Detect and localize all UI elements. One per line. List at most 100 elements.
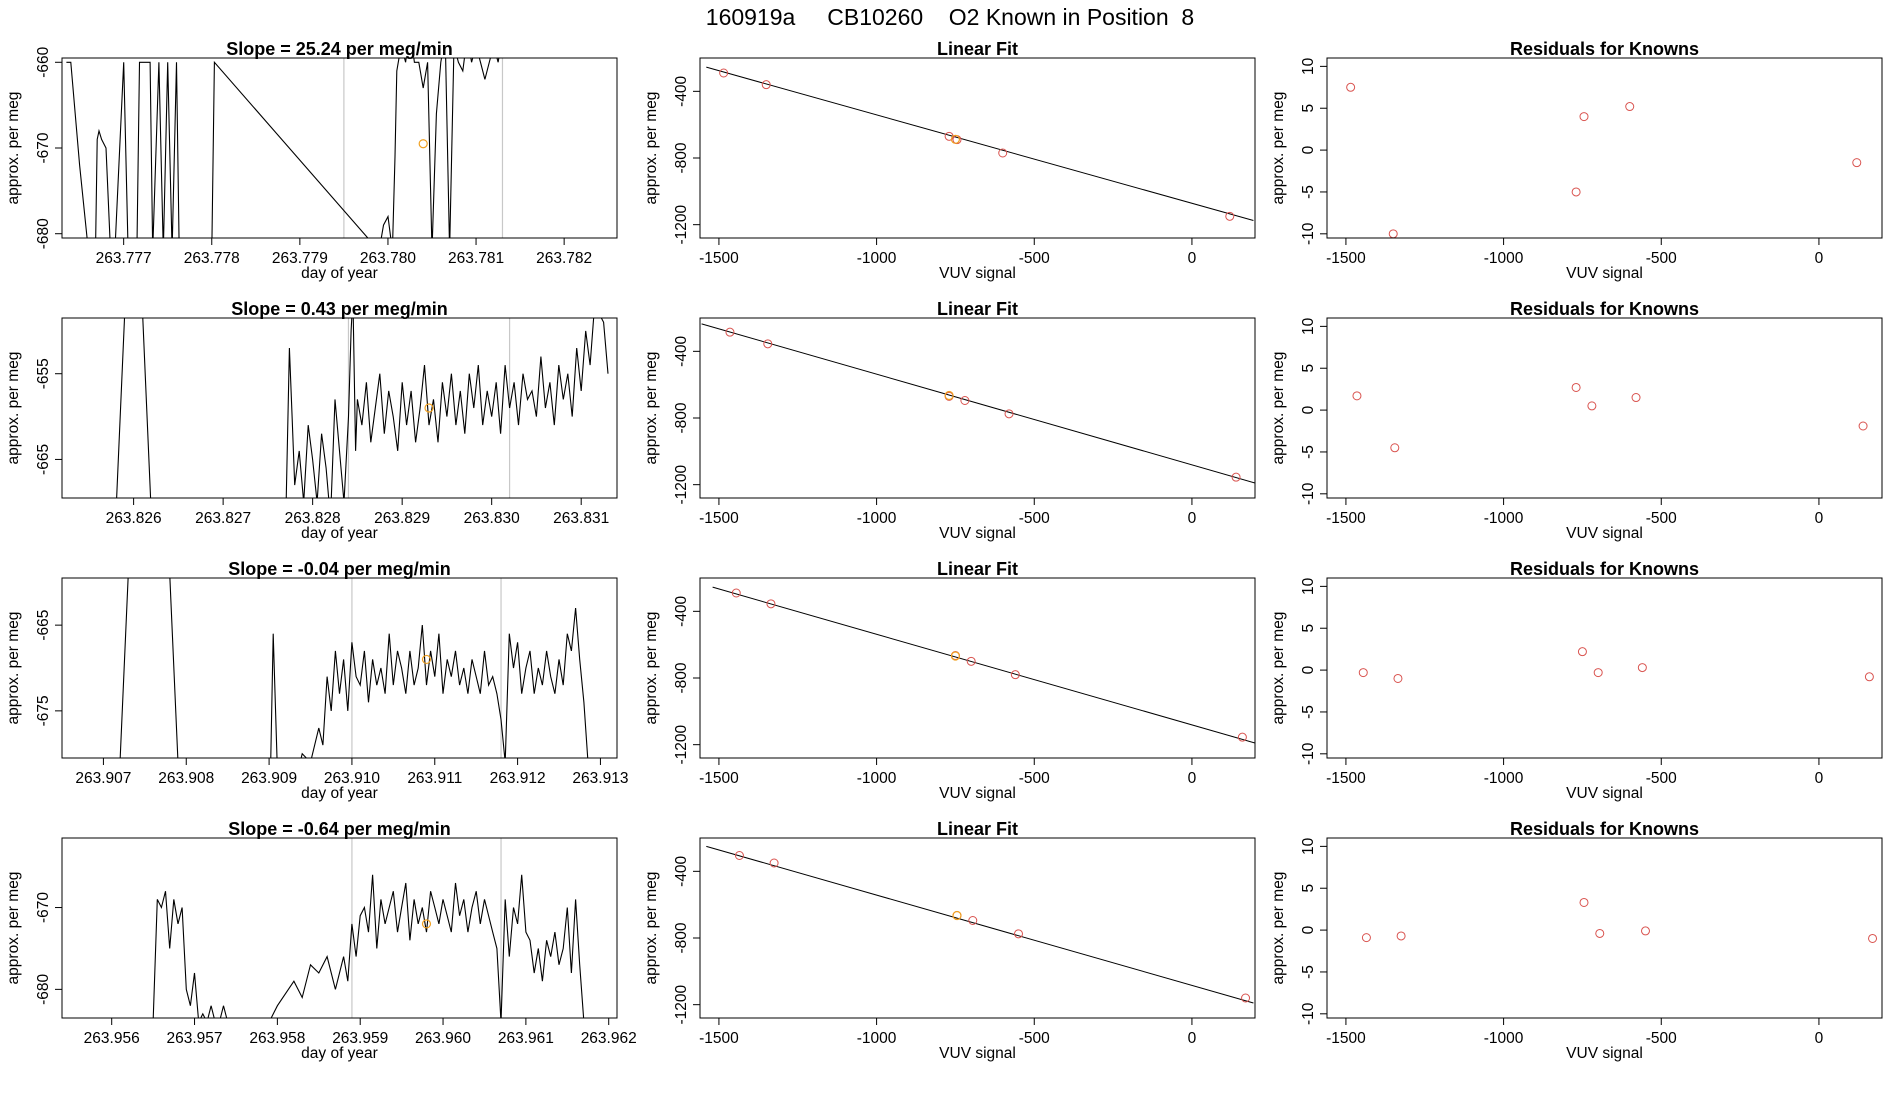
y-axis-label: approx. per meg bbox=[1270, 92, 1287, 205]
plot-area bbox=[1352, 382, 1868, 453]
fit-line bbox=[706, 66, 1254, 221]
series-line bbox=[66, 58, 500, 238]
y-tick-label: -10 bbox=[1300, 222, 1317, 245]
x-tick-label: -1000 bbox=[1484, 1030, 1524, 1047]
y-tick-label: 0 bbox=[1300, 405, 1317, 414]
highlight-point bbox=[944, 390, 954, 401]
data-point bbox=[1864, 672, 1874, 682]
x-tick-label: 263.828 bbox=[285, 510, 341, 527]
y-tick-label: 0 bbox=[1300, 925, 1317, 934]
x-tick-label: 263.780 bbox=[360, 250, 416, 267]
y-tick-label: -680 bbox=[35, 973, 52, 1004]
highlight-point bbox=[421, 919, 432, 929]
data-point bbox=[1587, 401, 1597, 411]
plot-area bbox=[116, 318, 609, 498]
series-line bbox=[116, 318, 609, 498]
data-point bbox=[761, 80, 771, 90]
highlight-point bbox=[952, 910, 962, 921]
x-tick-label: -500 bbox=[1646, 770, 1677, 787]
plot-frame bbox=[699, 317, 1256, 499]
data-point bbox=[1010, 670, 1020, 680]
linear_fit-panel-row2: Linear Fit -1500 -1000 -500 0 VUV signal -1200… bbox=[643, 299, 1256, 542]
y-axis-label: approx. per meg bbox=[1270, 872, 1287, 985]
plot-frame bbox=[61, 577, 618, 759]
plot-area bbox=[152, 838, 585, 1018]
x-tick-label: 0 bbox=[1188, 770, 1197, 787]
data-point bbox=[1361, 933, 1371, 943]
y-tick-label: 5 bbox=[1300, 624, 1317, 633]
highlight-point bbox=[418, 139, 428, 149]
residuals-panel-row1: Residuals for Knowns -1500 -1000 -500 0 VUV s… bbox=[1270, 39, 1883, 282]
y-tick-label: -660 bbox=[35, 46, 52, 77]
plot-frame bbox=[61, 837, 618, 1019]
y-tick-label: -800 bbox=[673, 402, 690, 433]
x-tick-label: 263.778 bbox=[184, 250, 240, 267]
x-tick-label: 0 bbox=[1815, 1030, 1824, 1047]
plot-area bbox=[66, 58, 504, 238]
x-tick-label: -1500 bbox=[1326, 1030, 1366, 1047]
panel-title: Slope = 0.43 per meg/min bbox=[231, 299, 448, 319]
panel-title: Residuals for Knowns bbox=[1510, 559, 1699, 579]
x-tick-label: 263.962 bbox=[581, 1030, 637, 1047]
x-tick-label: 263.956 bbox=[84, 1030, 140, 1047]
y-tick-label: 0 bbox=[1300, 145, 1317, 154]
x-tick-label: -1500 bbox=[1326, 510, 1366, 527]
y-tick-label: -1200 bbox=[673, 724, 690, 764]
fit-line bbox=[712, 586, 1255, 744]
x-tick-label: 263.913 bbox=[572, 770, 628, 787]
panel-title: Slope = 25.24 per meg/min bbox=[226, 39, 453, 59]
x-axis-label: VUV signal bbox=[1566, 525, 1643, 542]
x-axis-label: VUV signal bbox=[939, 265, 1016, 282]
x-axis-label: day of year bbox=[301, 785, 378, 802]
x-axis-label: day of year bbox=[301, 265, 378, 282]
data-point bbox=[1637, 663, 1647, 673]
x-tick-label: -1500 bbox=[699, 770, 739, 787]
x-axis-label: VUV signal bbox=[1566, 785, 1643, 802]
plot-frame bbox=[61, 57, 618, 239]
highlight-point bbox=[421, 654, 432, 665]
data-point bbox=[1390, 443, 1400, 453]
x-tick-label: -1000 bbox=[857, 1030, 897, 1047]
highlight-point bbox=[424, 403, 434, 413]
data-point bbox=[731, 588, 741, 598]
data-point bbox=[960, 396, 970, 405]
time_series-panel-row4: Slope = -0.64 per meg/min 263.956 263.957 2… bbox=[5, 819, 637, 1062]
x-tick-label: -1000 bbox=[1484, 770, 1524, 787]
series-line bbox=[119, 578, 589, 758]
y-axis-label: approx. per meg bbox=[5, 872, 22, 985]
data-point bbox=[1593, 668, 1603, 678]
panel-title: Slope = -0.64 per meg/min bbox=[228, 819, 451, 839]
y-tick-label: -670 bbox=[35, 892, 52, 923]
x-tick-label: 0 bbox=[1188, 1030, 1197, 1047]
residuals-panel-row3: Residuals for Knowns -1500 -1000 -500 0 VUV s… bbox=[1270, 559, 1883, 802]
y-tick-label: 5 bbox=[1300, 884, 1317, 893]
y-tick-label: -665 bbox=[35, 610, 52, 641]
plot-frame bbox=[699, 577, 1256, 759]
data-point bbox=[1225, 211, 1235, 221]
x-tick-label: 263.910 bbox=[324, 770, 380, 787]
highlight-point bbox=[950, 651, 961, 661]
y-tick-label: 10 bbox=[1300, 837, 1317, 855]
x-tick-label: 263.779 bbox=[272, 250, 328, 267]
panel-title: Linear Fit bbox=[937, 299, 1018, 319]
y-tick-label: -1200 bbox=[673, 984, 690, 1024]
plot-frame bbox=[1326, 57, 1883, 239]
y-tick-label: -800 bbox=[673, 662, 690, 693]
time_series-panel-row2: Slope = 0.43 per meg/min 263.826 263.827 26… bbox=[5, 299, 618, 542]
y-tick-label: -10 bbox=[1300, 742, 1317, 765]
y-tick-label: -680 bbox=[35, 218, 52, 249]
y-tick-label: 0 bbox=[1300, 665, 1317, 674]
residuals-panel-row2: Residuals for Knowns -1500 -1000 -500 0 VUV s… bbox=[1270, 299, 1883, 542]
x-axis-label: VUV signal bbox=[939, 525, 1016, 542]
y-tick-label: 10 bbox=[1300, 577, 1317, 595]
y-tick-label: -400 bbox=[673, 75, 690, 106]
panel-title: Linear Fit bbox=[937, 39, 1018, 59]
panel-title: Slope = -0.04 per meg/min bbox=[228, 559, 451, 579]
x-tick-label: 263.908 bbox=[158, 770, 214, 787]
plot-frame bbox=[1326, 577, 1883, 759]
plot-area bbox=[119, 578, 589, 758]
x-axis-label: VUV signal bbox=[939, 1045, 1016, 1062]
x-tick-label: 263.830 bbox=[464, 510, 520, 527]
linear_fit-panel-row1: Linear Fit -1500 -1000 -500 0 VUV signal -1200… bbox=[643, 39, 1256, 282]
data-point bbox=[1868, 933, 1878, 943]
